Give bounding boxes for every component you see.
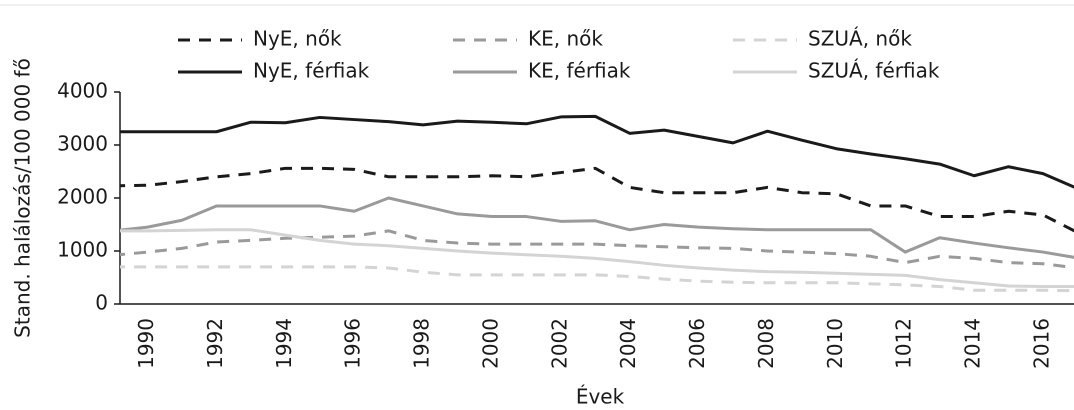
- x-tick-label: 2006: [685, 318, 709, 369]
- x-tick-label: 1996: [341, 318, 365, 369]
- x-tick-label: 2008: [754, 318, 778, 369]
- legend-label: NyE, nők: [253, 27, 342, 51]
- x-tick-label: 1994: [272, 318, 296, 369]
- plot-area: [120, 114, 1074, 293]
- series-line: [120, 166, 1074, 233]
- series-line: [120, 265, 1074, 293]
- series-line: [120, 229, 1074, 270]
- x-tick-label: 2002: [547, 318, 571, 369]
- y-tick-label: 3000: [57, 132, 108, 156]
- legend-label: SZUÁ, nők: [808, 27, 912, 51]
- legend-label: NyE, férfiak: [253, 59, 370, 83]
- legend-label: SZUÁ, férfiak: [808, 59, 940, 83]
- legend-label: KE, férfiak: [528, 59, 631, 83]
- x-tick-label: 2004: [616, 318, 640, 369]
- y-tick-label: 4000: [57, 79, 108, 103]
- x-tick-label: 2000: [478, 318, 502, 369]
- series-line: [120, 114, 1074, 189]
- y-tick-label: 1000: [57, 238, 108, 262]
- x-tick-label: 1012: [892, 318, 916, 369]
- legend-label: KE, nők: [528, 27, 603, 51]
- x-tick-label: 1998: [410, 318, 434, 369]
- x-tick-label: 2014: [961, 318, 985, 369]
- y-tick-label: 0: [95, 291, 108, 315]
- series-line: [120, 196, 1074, 259]
- series-line: [120, 228, 1074, 289]
- x-tick-label: 2016: [1030, 318, 1054, 369]
- x-tick-label: 2010: [823, 318, 847, 369]
- x-tick-label: 1992: [203, 318, 227, 369]
- x-tick-label: 1990: [134, 318, 158, 369]
- y-tick-label: 2000: [57, 185, 108, 209]
- x-axis-label: Évek: [576, 385, 625, 409]
- y-axis-label: Stand. halálozás/100 000 fő: [11, 58, 35, 338]
